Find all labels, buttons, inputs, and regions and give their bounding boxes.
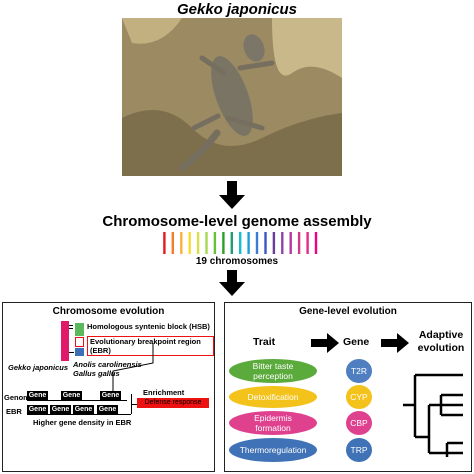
- gene-box: Gene: [50, 405, 71, 415]
- chromosome-bar: [222, 232, 225, 254]
- species-right-1-label: Anolis carolinensis: [73, 360, 142, 369]
- blue-block: [75, 348, 84, 356]
- density-label: Higher gene density in EBR: [33, 418, 132, 427]
- gene-box: Gene: [27, 391, 48, 401]
- ebr-row-label: EBR: [6, 407, 22, 416]
- trait-ellipse: Bitter taste perception: [229, 359, 317, 383]
- chromosome-count-label: 19 chromosomes: [195, 256, 279, 267]
- gekko-chromosome-bar: [61, 321, 69, 361]
- chromosome-bar: [255, 232, 259, 254]
- ebr-block: [75, 337, 84, 347]
- gene-circle-cbp: CBP: [346, 411, 372, 435]
- trait-header: Trait: [253, 336, 276, 348]
- chromosome-bar: [247, 232, 250, 254]
- right-arrow-icon: [381, 333, 409, 353]
- gecko-photo: [122, 18, 342, 176]
- adaptive-label-2: evolution: [417, 342, 465, 354]
- chromosome-bar: [272, 232, 276, 254]
- chromosome-bar: [314, 232, 318, 254]
- chromosome-bar: [196, 232, 200, 254]
- chromosome-bar: [239, 232, 242, 254]
- adaptive-label-1: Adaptive: [418, 329, 464, 341]
- gene-level-evolution-panel: Gene-level evolution Trait Gene Adaptive…: [224, 302, 472, 472]
- gene-circle-trp: TRP: [346, 438, 372, 462]
- chromosome-bar: [188, 232, 191, 254]
- chromosome-bar: [163, 232, 166, 254]
- species-left-label: Gekko japonicus: [8, 363, 69, 372]
- gene-circle-cyp: CYP: [346, 385, 372, 409]
- panel-title: Gene-level evolution: [299, 306, 397, 317]
- gene-circle-t2r: T2R: [346, 359, 372, 383]
- genome-label: Genome: [4, 393, 35, 402]
- species-right-2-label: Gallus gallus: [73, 369, 120, 378]
- gene-box: Gene: [61, 391, 82, 401]
- chromosome-bar: [213, 232, 217, 254]
- chromosome-bar: [230, 232, 233, 254]
- chromosome-bars: [163, 232, 318, 254]
- gene-box: Gene: [97, 405, 118, 415]
- chromosome-bar: [306, 232, 309, 254]
- hsb-block: [75, 323, 84, 336]
- phylogenetic-tree-icon: [403, 373, 463, 457]
- gene-box: Gene: [27, 405, 48, 415]
- panel-title: Chromosome evolution: [52, 306, 165, 317]
- hsb-label: Homologous syntenic block (HSB): [87, 322, 210, 331]
- trait-ellipse: Epidermis formation: [229, 411, 317, 435]
- gecko-illustration: [122, 18, 342, 176]
- chromosome-evolution-panel: Chromosome evolution Homologous syntenic…: [2, 302, 215, 472]
- chromosome-bar: [205, 232, 208, 254]
- chromosome-bar: [281, 232, 284, 254]
- chromosome-bar: [171, 232, 174, 254]
- chromosome-bar: [289, 232, 292, 254]
- ebr-label: Evolutionary breakpoint region (EBR): [87, 336, 214, 356]
- chromosome-bar: [297, 232, 301, 254]
- assembly-headline: Chromosome-level genome assembly: [102, 213, 372, 230]
- trait-ellipse: Thermoregulation: [229, 438, 317, 462]
- down-arrow-icon: [219, 181, 245, 209]
- defense-response-bar: Defense response: [137, 398, 209, 408]
- chromosome-bar: [264, 232, 267, 254]
- species-title: Gekko japonicus: [176, 1, 298, 18]
- gene-header: Gene: [343, 336, 370, 348]
- gene-box: Gene: [100, 391, 121, 401]
- down-arrow-icon: [219, 270, 245, 296]
- chromosome-bar: [180, 232, 183, 254]
- gene-box: Gene: [73, 405, 94, 415]
- right-arrow-icon: [311, 333, 339, 353]
- trait-ellipse: Detoxification: [229, 386, 317, 408]
